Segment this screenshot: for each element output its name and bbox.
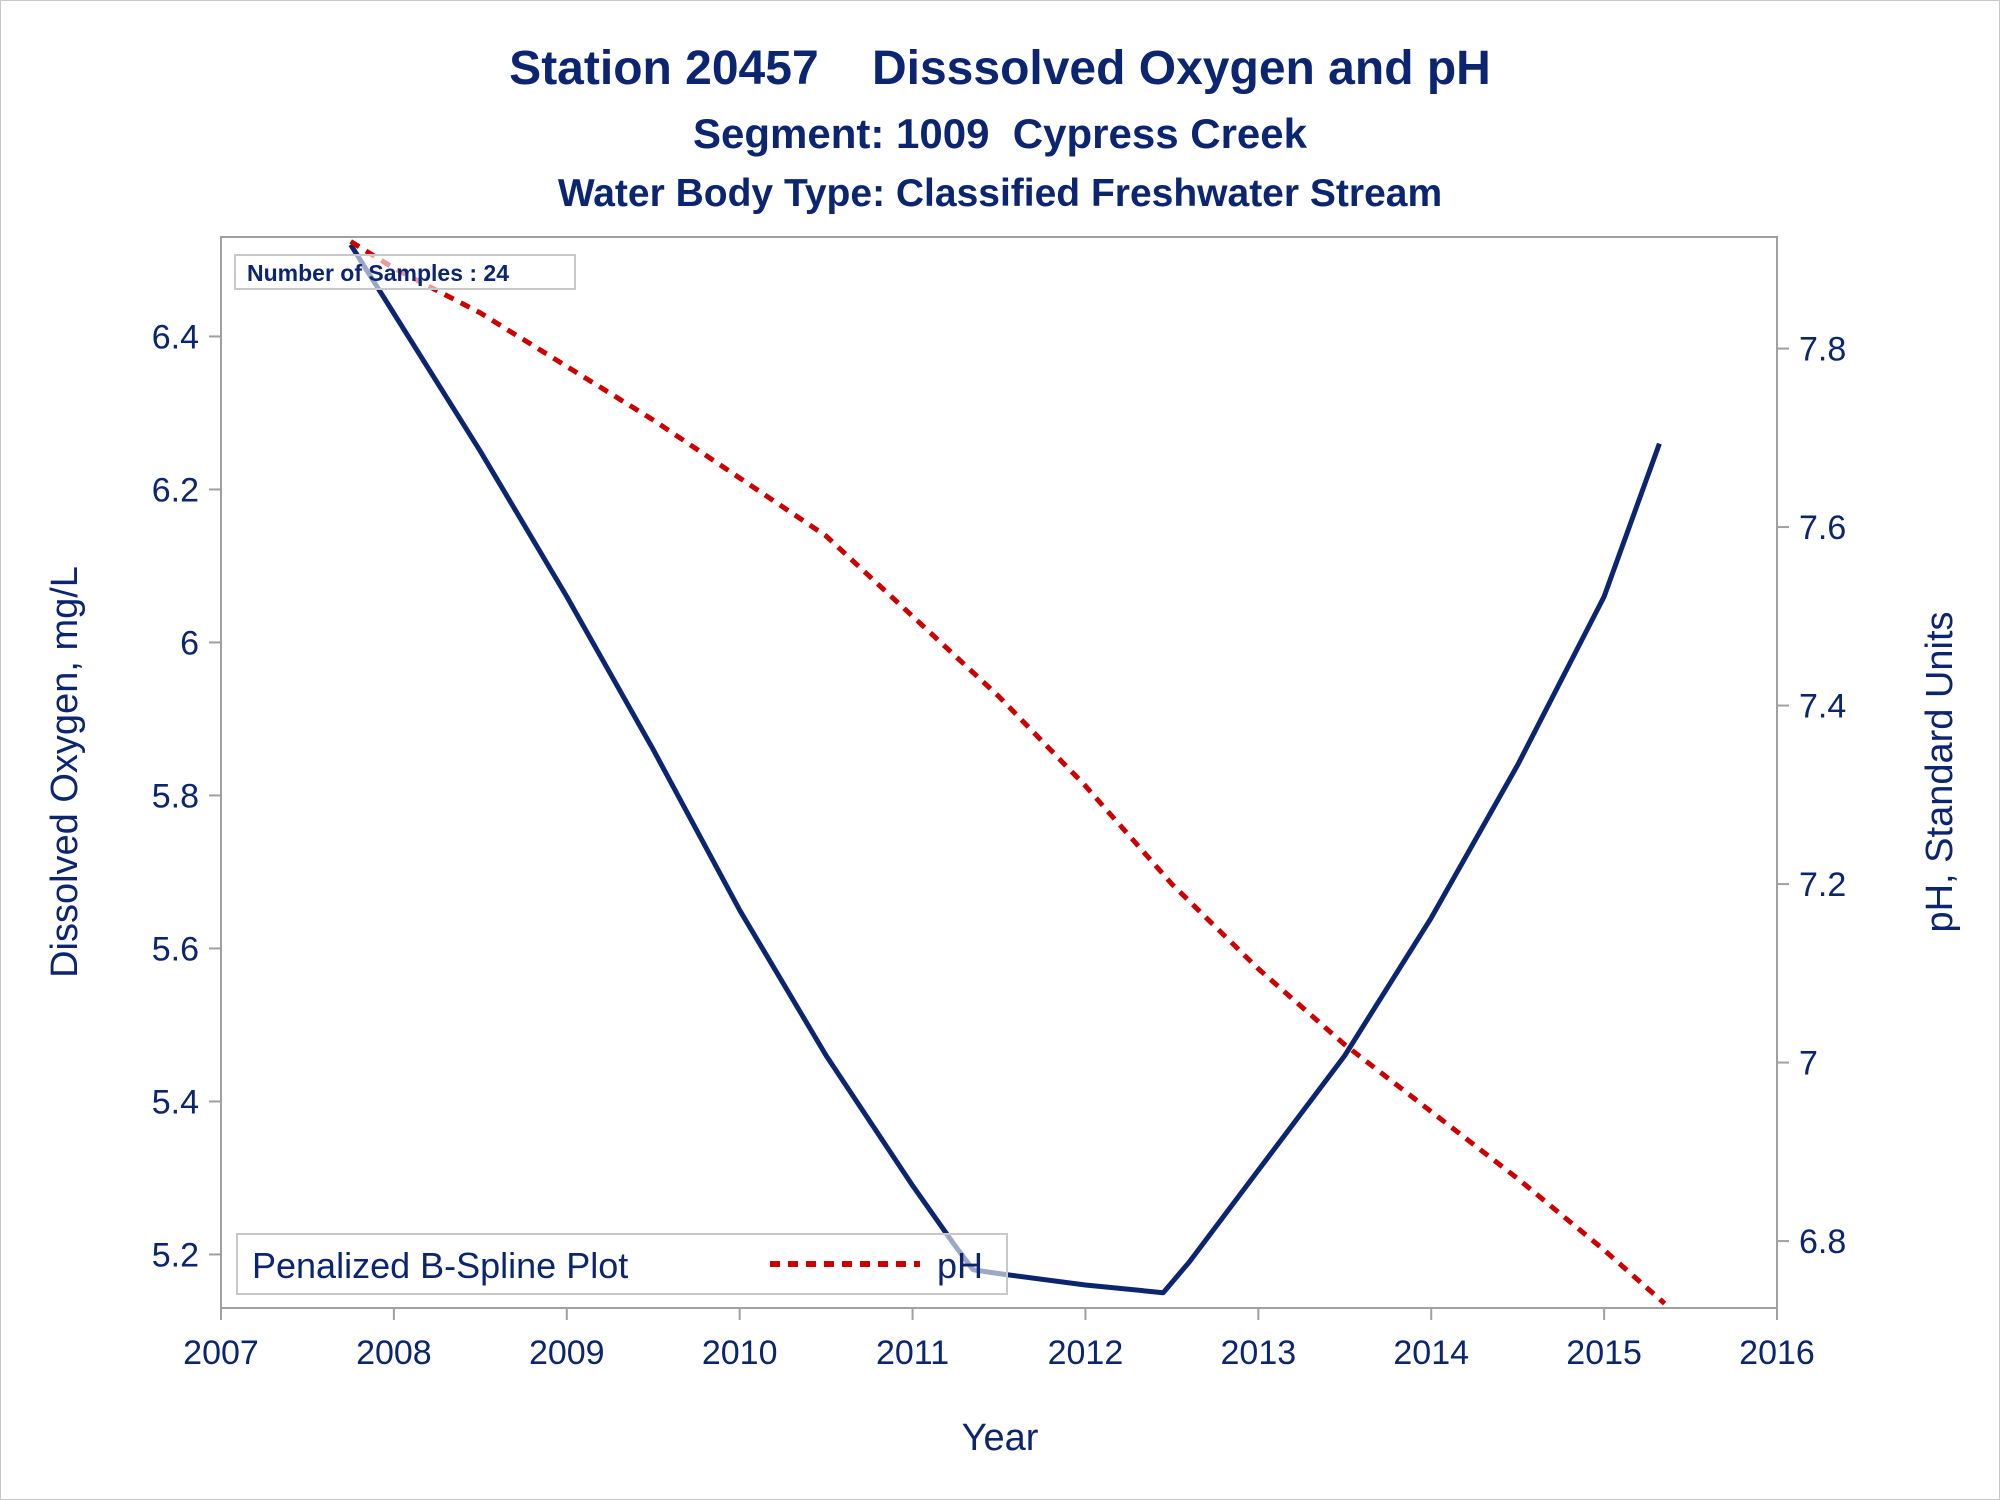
- chart-subtitle: Segment: 1009 Cypress Creek: [693, 110, 1308, 157]
- y-tick-label: 5.8: [152, 777, 199, 815]
- sample-count-box: [234, 254, 576, 290]
- x-tick-label: 2015: [1566, 1334, 1642, 1372]
- x-tick-label: 2007: [183, 1334, 259, 1372]
- legend-box: [236, 1233, 1008, 1295]
- y-tick-label: 5.2: [152, 1236, 199, 1274]
- y-tick-label: 6: [180, 624, 199, 662]
- legend-ph-label: pH: [937, 1245, 983, 1286]
- y-axis-label: Dissolved Oxygen, mg/L: [44, 566, 86, 978]
- y-tick-label: 6.4: [152, 318, 199, 356]
- x-tick-label: 2009: [529, 1334, 605, 1372]
- x-tick-label: 2011: [876, 1334, 949, 1372]
- y2-axis-label: pH, Standard Units: [1919, 611, 1961, 932]
- x-tick-label: 2016: [1739, 1334, 1815, 1372]
- chart-title: Station 20457 Disssolved Oxygen and pH: [509, 42, 1491, 95]
- x-tick-label: 2012: [1048, 1334, 1124, 1372]
- y2-tick-label: 7.2: [1799, 866, 1846, 904]
- y2-tick-label: 7.8: [1799, 331, 1846, 369]
- dissolved-oxygen-series-line: [348, 243, 1662, 1296]
- y-axis-right: 6.8 7 7.2 7.4 7.6 7.8: [1777, 331, 1846, 1261]
- y2-tick-label: 7: [1799, 1045, 1818, 1083]
- legend: Penalized B-Spline Plot pH: [236, 1233, 1008, 1295]
- y2-tick-label: 6.8: [1799, 1223, 1846, 1261]
- sample-count-inset: Number of Samples : 24: [234, 254, 576, 290]
- sample-count-text: Number of Samples : 24: [247, 260, 509, 286]
- y-tick-label: 5.4: [152, 1083, 199, 1121]
- y-tick-label: 6.2: [152, 471, 199, 509]
- y2-tick-label: 7.4: [1799, 688, 1846, 726]
- legend-title: Penalized B-Spline Plot: [252, 1245, 628, 1286]
- ph-series-line: [349, 239, 1667, 1306]
- x-axis: 2007 2008 2009 2010 2011 2012 2013 2014 2015 2016: [183, 1308, 1815, 1372]
- y-tick-label: 5.6: [152, 930, 199, 968]
- y-axis-left: 5.2 5.4 5.6 5.8 6 6.2 6.4: [152, 318, 221, 1274]
- x-axis-label: Year: [962, 1417, 1039, 1459]
- series-layer: [348, 239, 1667, 1306]
- plot-area: [220, 236, 1778, 1309]
- x-tick-label: 2013: [1221, 1334, 1297, 1372]
- chart-subtitle-2: Water Body Type: Classified Freshwater S…: [558, 172, 1442, 215]
- y2-tick-label: 7.6: [1799, 509, 1846, 547]
- x-tick-label: 2010: [702, 1334, 778, 1372]
- x-tick-label: 2008: [356, 1334, 432, 1372]
- x-tick-label: 2014: [1393, 1334, 1469, 1372]
